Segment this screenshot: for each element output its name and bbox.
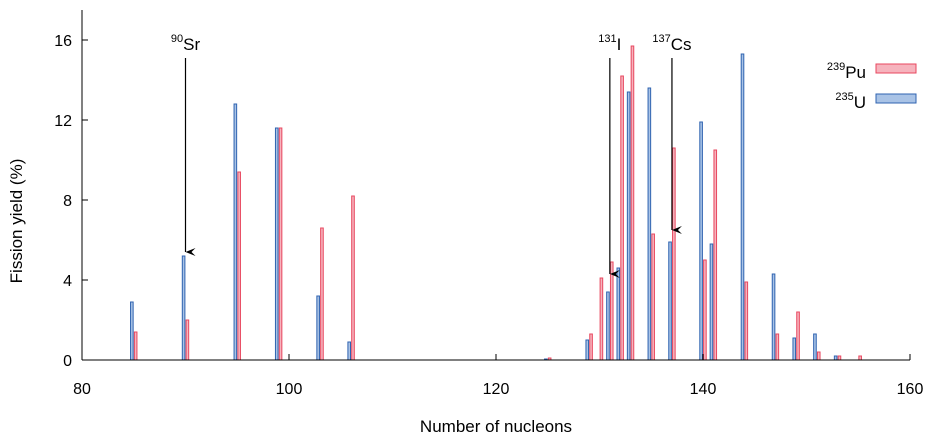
bar-pu-144 [744,281,749,361]
bar-pu-129 [589,333,593,361]
bar-u-147 [771,273,776,361]
bar-pu-151 [816,351,821,361]
x-axis-label: Number of nucleons [420,417,572,436]
bar-pu-153 [837,355,842,361]
legend: 239Pu 235U [827,61,917,112]
x-tick-label: 120 [483,381,510,398]
y-tick-label: 8 [63,193,72,210]
bar-u-149 [792,337,797,361]
bar-pu-141 [713,149,718,361]
x-tick-label: 80 [73,381,91,398]
y-tick-label: 16 [54,33,72,50]
bar-pu-99 [278,127,283,361]
bar-pu-130 [599,277,604,361]
y-tick-label: 4 [63,273,72,290]
bar-pu-132 [620,75,624,361]
bar-pu-103 [320,227,324,361]
bar-u-141 [709,243,714,361]
annotation-label-sr: 90Sr [171,33,201,54]
annotation-label-i: 131I [598,33,621,54]
bar-u-144 [740,53,745,361]
bar-u-106 [347,341,351,361]
annotation-label-cs: 137Cs [652,33,691,54]
bar-pu-147 [775,333,780,361]
x-tick-label: 160 [897,381,924,398]
bar-pu-137 [672,147,676,361]
bar-u-99 [274,127,279,361]
bar-u-85 [130,301,134,361]
bar-u-137 [668,241,672,361]
bar-u-140 [699,121,703,361]
bars-layer [130,45,862,361]
x-tick-label: 100 [276,381,303,398]
bar-pu-131 [609,261,614,361]
legend-swatch-u [875,93,917,104]
bar-u-133 [626,91,631,361]
bar-pu-135 [651,233,655,361]
bar-pu-90 [185,319,190,361]
axes-layer: 80 100 120 140 160 0 4 8 12 16 [54,10,923,398]
bar-u-153 [833,355,838,361]
x-tick-label: 140 [690,381,717,398]
bar-u-103 [316,295,320,361]
bar-pu-95 [237,171,241,361]
bar-u-151 [813,333,817,361]
bar-u-95 [233,103,238,361]
legend-label-pu: 239Pu [827,61,866,82]
legend-label-u: 235U [835,91,866,112]
bar-u-132 [616,267,621,361]
bar-pu-106 [351,195,355,361]
bar-u-129 [585,339,590,361]
y-axis-label: Fission yield (%) [7,159,26,284]
bar-u-135 [647,87,652,361]
annotations-layer: 90Sr 131I 137Cs [171,33,692,278]
bar-pu-140 [703,259,707,361]
bar-u-90 [181,255,186,361]
bar-u-131 [606,291,610,361]
legend-swatch-pu [875,63,917,74]
y-tick-label: 0 [63,353,72,370]
bar-pu-155 [858,355,862,361]
bar-pu-133 [630,45,635,361]
bar-pu-85 [133,331,138,361]
y-tick-label: 12 [54,113,72,130]
bar-pu-149 [796,311,800,361]
